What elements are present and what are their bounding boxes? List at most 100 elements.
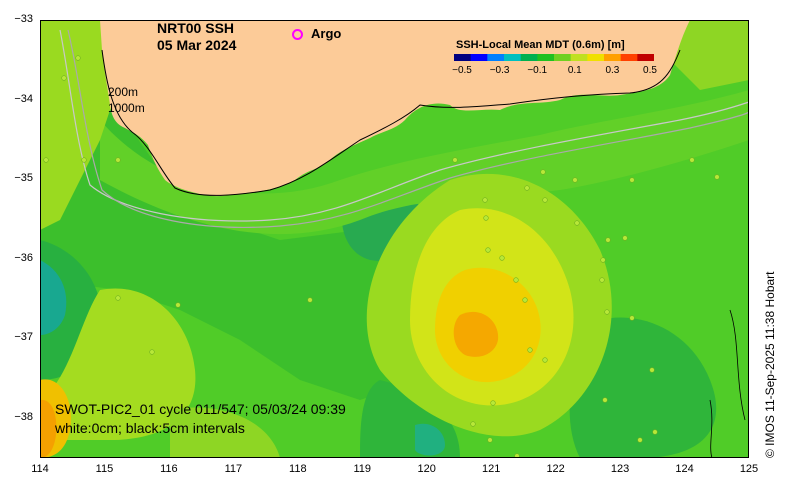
- colorbar-tick-label: −0.3: [489, 65, 510, 76]
- sample-marker: [149, 349, 155, 355]
- y-tick-label: −34: [14, 92, 33, 105]
- sample-marker: [602, 397, 608, 403]
- sample-marker: [600, 257, 606, 263]
- sample-marker: [542, 357, 548, 363]
- x-tick-label: 114: [31, 463, 49, 475]
- title-product: NRT00 SSH: [157, 20, 235, 36]
- info-text: SWOT-PIC2_01 cycle 011/547; 05/03/24 09:…: [55, 400, 346, 438]
- contour-1000m-label: 1000m: [108, 101, 145, 115]
- colorbar-tick-label: −0.5: [452, 65, 472, 76]
- sample-marker: [629, 177, 635, 183]
- colorbar-swatch: [587, 54, 605, 61]
- sample-marker: [499, 255, 505, 261]
- y-tick-label: −37: [14, 331, 33, 344]
- sample-marker: [605, 237, 611, 243]
- colorbar-swatch: [537, 54, 555, 61]
- sample-marker: [574, 220, 580, 226]
- colorbar-tick-label: 0.3: [605, 65, 620, 76]
- sample-marker: [487, 437, 493, 443]
- colorbar-swatch: [454, 54, 472, 61]
- sample-marker: [452, 157, 458, 163]
- contour-1000m: [67, 29, 749, 228]
- sample-marker: [75, 55, 81, 61]
- colorbar: [454, 54, 654, 61]
- sample-marker: [482, 197, 488, 203]
- ssh-map: [40, 20, 749, 458]
- sample-marker: [572, 177, 578, 183]
- x-tick-label: 123: [610, 463, 630, 475]
- sample-marker: [514, 453, 520, 458]
- x-tick-label: 116: [160, 463, 178, 475]
- ssh-min-eddy: [40, 260, 67, 335]
- colorbar-tick-label: −0.1: [527, 65, 548, 76]
- x-tick-label: 122: [546, 463, 565, 475]
- sample-marker: [714, 174, 720, 180]
- title-date: 05 Mar 2024: [157, 37, 237, 53]
- sample-marker: [61, 75, 67, 81]
- colorbar-swatch: [620, 54, 638, 61]
- colorbar-swatch: [570, 54, 588, 61]
- colorbar-swatch: [470, 54, 488, 61]
- sample-marker: [652, 429, 658, 435]
- swot-pass-info: SWOT-PIC2_01 cycle 011/547; 05/03/24 09:…: [55, 401, 346, 417]
- sample-marker: [115, 157, 121, 163]
- colorbar-swatch: [554, 54, 572, 61]
- sample-marker: [540, 169, 546, 175]
- colorbar-swatch: [604, 54, 622, 61]
- x-tick-label: 124: [675, 463, 694, 475]
- sample-marker: [470, 421, 476, 427]
- sample-marker: [81, 157, 87, 163]
- warm-eddy-core: [453, 311, 499, 357]
- sample-markers: [43, 55, 720, 458]
- sample-marker: [522, 297, 528, 303]
- sample-marker: [175, 302, 181, 308]
- shelf-band: [100, 90, 749, 235]
- colorbar-tick-label: 0.5: [643, 65, 657, 76]
- sample-marker: [604, 309, 610, 315]
- sample-marker: [307, 297, 313, 303]
- x-tick-label: 125: [739, 463, 759, 475]
- contour-5cm: [729, 309, 746, 421]
- sample-marker: [689, 157, 695, 163]
- colorbar-swatch: [520, 54, 538, 61]
- x-tick-label: 118: [289, 463, 307, 475]
- sample-marker: [43, 157, 49, 163]
- ssh-mid-region: [670, 20, 749, 90]
- colorbar-tick-label: 0.1: [567, 65, 582, 76]
- map-area[interactable]: [40, 20, 749, 458]
- y-tick-label: −38: [14, 411, 33, 423]
- coastline: [101, 49, 681, 196]
- sample-marker: [490, 400, 496, 406]
- sample-marker: [513, 277, 519, 283]
- contour-5cm: [709, 399, 713, 458]
- ssh-mid-region: [40, 20, 120, 230]
- argo-marker-icon: [292, 29, 303, 41]
- sample-marker: [599, 277, 605, 283]
- x-tick-label: 121: [481, 463, 501, 475]
- sample-marker: [622, 235, 628, 241]
- map-frame: [40, 20, 749, 458]
- ssh-low-region: [569, 317, 717, 458]
- ssh-mid-region: [40, 288, 196, 440]
- sample-marker: [637, 437, 643, 443]
- x-tick-label: 120: [417, 463, 436, 475]
- contour-200m-label: 200m: [108, 85, 139, 99]
- warm-patch-core: [40, 399, 57, 458]
- sample-marker: [524, 185, 530, 191]
- contour-labels: 200m 1000m: [108, 84, 145, 116]
- sample-marker: [629, 315, 635, 321]
- map-title: NRT00 SSH 05 Mar 2024: [157, 20, 236, 54]
- land-australia: [100, 20, 749, 197]
- x-tick-label: 115: [95, 463, 114, 475]
- x-tick-label: 117: [224, 463, 243, 475]
- colorbar-swatch: [637, 54, 654, 61]
- ssh-min-eddy: [415, 423, 445, 456]
- sample-marker: [649, 367, 655, 373]
- colorbar-ticks: −0.5 −0.3 −0.1 0.1 0.3 0.5: [450, 65, 662, 79]
- ssh-low-region: [40, 20, 460, 400]
- sample-marker: [115, 295, 121, 301]
- argo-legend-label: Argo: [311, 26, 342, 41]
- contour-interval-info: white:0cm; black:5cm intervals: [55, 420, 245, 436]
- colorbar-title: SSH-Local Mean MDT (0.6m) [m]: [456, 39, 625, 51]
- contour-200m: [59, 29, 749, 222]
